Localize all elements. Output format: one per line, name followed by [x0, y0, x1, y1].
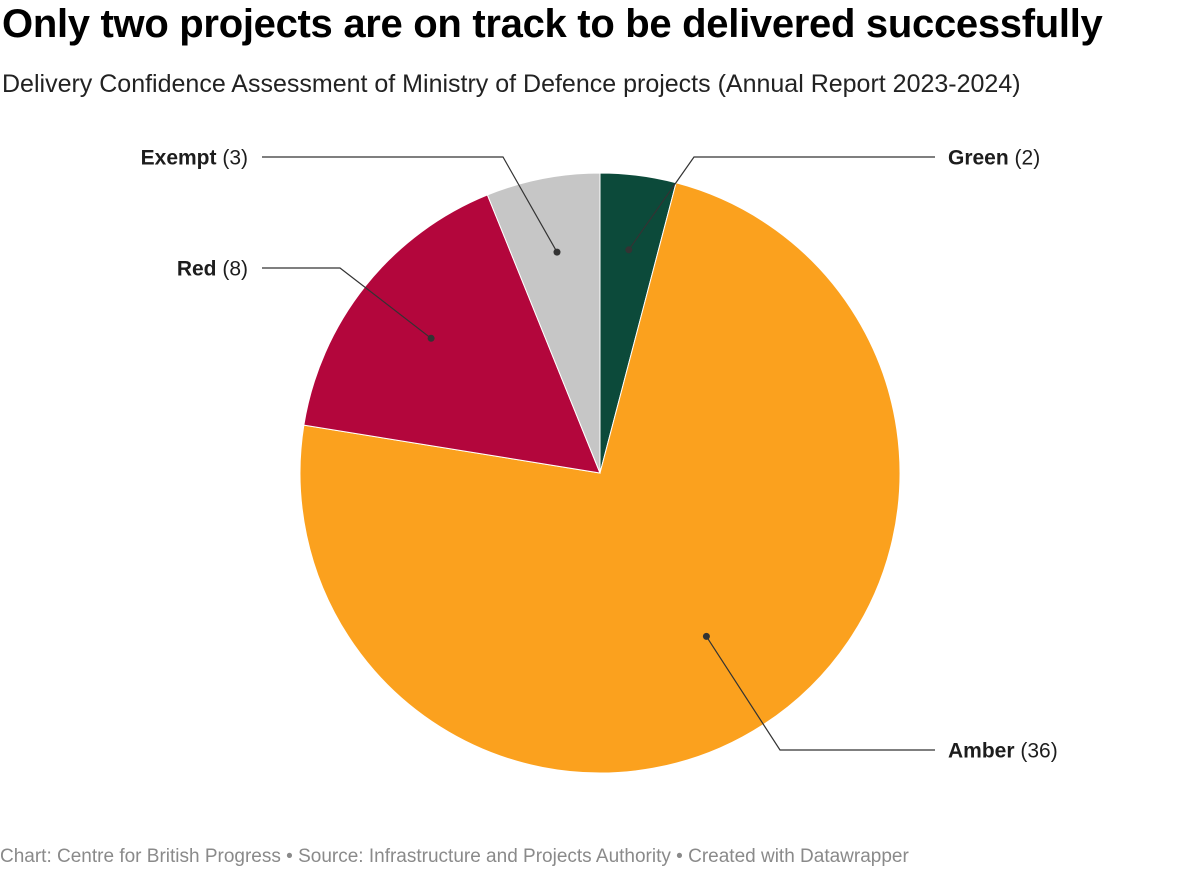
- leader-dot-exempt: [553, 248, 561, 256]
- leader-dot-amber: [702, 632, 710, 640]
- chart-credit: Chart: Centre for British Progress: [0, 846, 281, 867]
- datawrapper-link[interactable]: Created with Datawrapper: [688, 846, 909, 867]
- chart-subtitle: Delivery Confidence Assessment of Minist…: [2, 70, 1021, 98]
- leader-dot-red: [427, 334, 435, 342]
- slice-label-name: Green: [948, 146, 1009, 169]
- leader-line-amber: [705, 636, 935, 751]
- chart-footer: Chart: Centre for British Progress • Sou…: [0, 846, 909, 868]
- label-leaders: [262, 156, 935, 751]
- slice-label-value: (8): [217, 257, 249, 280]
- pie-slices: [299, 172, 901, 774]
- pie-chart: Green (2) Amber (36) Red (8) Exempt (3): [141, 146, 1058, 774]
- slice-label-value: (3): [217, 146, 249, 169]
- leader-line-exempt: [262, 156, 558, 253]
- slice-labels: Green (2) Amber (36) Red (8) Exempt (3): [141, 146, 1058, 762]
- leader-line-red: [262, 267, 432, 339]
- slice-label-red: Red (8): [177, 257, 248, 280]
- footer-separator: •: [670, 846, 689, 867]
- pie-slice-red[interactable]: [303, 194, 601, 474]
- slice-label-name: Exempt: [141, 146, 217, 169]
- footer-separator: •: [280, 846, 299, 867]
- source-link[interactable]: Source: Infrastructure and Projects Auth…: [298, 846, 671, 867]
- pie-slice-exempt[interactable]: [486, 172, 601, 474]
- slice-label-value: (2): [1009, 146, 1041, 169]
- slice-label-amber: Amber (36): [948, 739, 1058, 762]
- slice-label-name: Amber: [948, 739, 1015, 762]
- leader-dot-green: [625, 246, 633, 254]
- slice-label-value: (36): [1015, 739, 1058, 762]
- slice-label-name: Red: [177, 257, 217, 280]
- chart-title: Only two projects are on track to be del…: [2, 2, 1103, 46]
- leader-line-green: [628, 156, 935, 251]
- slice-label-green: Green (2): [948, 146, 1040, 169]
- slice-label-exempt: Exempt (3): [141, 146, 248, 169]
